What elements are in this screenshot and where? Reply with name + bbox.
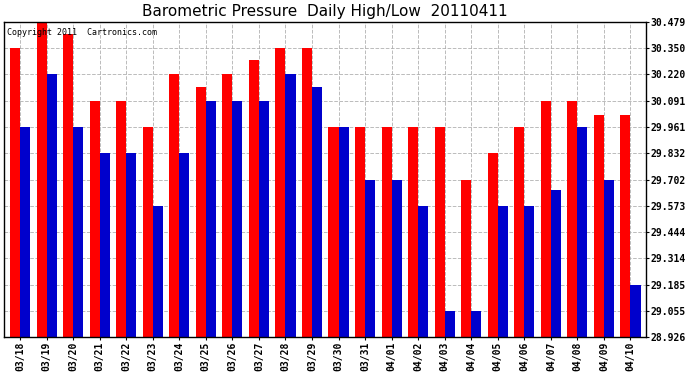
- Title: Barometric Pressure  Daily High/Low  20110411: Barometric Pressure Daily High/Low 20110…: [142, 4, 508, 19]
- Bar: [233, 100, 242, 337]
- Bar: [408, 127, 418, 337]
- Bar: [73, 127, 83, 337]
- Bar: [497, 206, 508, 337]
- Bar: [328, 127, 339, 337]
- Bar: [382, 127, 392, 337]
- Bar: [514, 127, 524, 337]
- Bar: [47, 74, 57, 337]
- Bar: [594, 115, 604, 337]
- Bar: [249, 60, 259, 337]
- Bar: [302, 48, 312, 337]
- Bar: [90, 100, 100, 337]
- Bar: [604, 180, 614, 337]
- Bar: [63, 34, 73, 337]
- Bar: [445, 311, 455, 337]
- Bar: [578, 127, 587, 337]
- Bar: [143, 127, 152, 337]
- Bar: [10, 48, 20, 337]
- Bar: [524, 206, 535, 337]
- Bar: [551, 190, 561, 337]
- Bar: [418, 206, 428, 337]
- Bar: [116, 100, 126, 337]
- Bar: [259, 100, 269, 337]
- Bar: [37, 22, 47, 337]
- Bar: [206, 100, 216, 337]
- Bar: [275, 48, 286, 337]
- Bar: [20, 127, 30, 337]
- Bar: [179, 153, 190, 337]
- Bar: [169, 74, 179, 337]
- Bar: [488, 153, 497, 337]
- Bar: [126, 153, 137, 337]
- Bar: [100, 153, 110, 337]
- Bar: [196, 87, 206, 337]
- Bar: [339, 127, 348, 337]
- Bar: [471, 311, 482, 337]
- Bar: [461, 180, 471, 337]
- Bar: [435, 127, 445, 337]
- Bar: [365, 180, 375, 337]
- Bar: [152, 206, 163, 337]
- Bar: [541, 100, 551, 337]
- Bar: [312, 87, 322, 337]
- Bar: [222, 74, 233, 337]
- Bar: [355, 127, 365, 337]
- Bar: [567, 100, 578, 337]
- Bar: [392, 180, 402, 337]
- Bar: [286, 74, 295, 337]
- Bar: [620, 115, 631, 337]
- Text: Copyright 2011  Cartronics.com: Copyright 2011 Cartronics.com: [8, 28, 157, 37]
- Bar: [631, 285, 640, 337]
